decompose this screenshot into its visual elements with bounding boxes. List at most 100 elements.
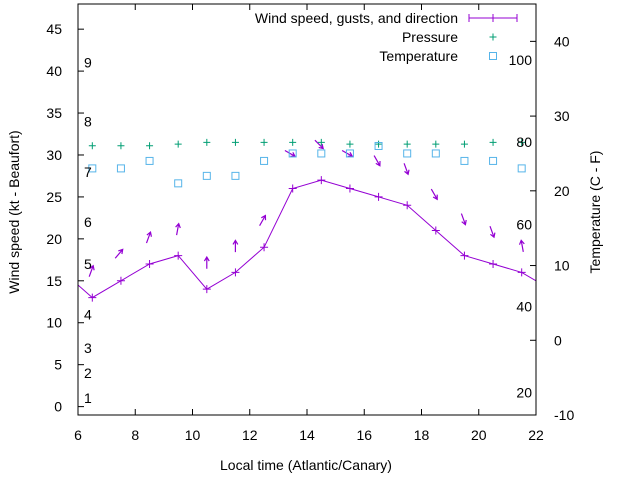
pressure-point — [289, 138, 297, 146]
temperature-point — [345, 149, 354, 158]
wind-gust-arrow — [403, 163, 410, 176]
pressure-point — [174, 140, 182, 148]
pressure-point — [317, 138, 325, 146]
pressure-point — [203, 138, 211, 146]
legend-swatch-pressure — [489, 33, 497, 41]
temperature-point — [116, 164, 125, 173]
beaufort-label: 9 — [84, 55, 92, 71]
beaufort-label: 6 — [84, 214, 92, 230]
pressure-point — [460, 140, 468, 148]
y2-tick-label: 40 — [554, 33, 570, 49]
wind-gust-arrow — [203, 255, 210, 269]
pressure-point — [346, 140, 354, 148]
beaufort-label: 4 — [84, 306, 92, 322]
y2-tick-label: 30 — [554, 108, 570, 124]
beaufort-label: 8 — [84, 113, 92, 129]
fahrenheit-label: 20 — [516, 385, 532, 401]
y-tick-label: 15 — [46, 273, 62, 289]
wind-speed-point — [231, 268, 240, 277]
x-tick-label: 10 — [185, 427, 201, 443]
temperature-point — [431, 149, 440, 158]
wind-gust-arrow — [114, 248, 124, 259]
beaufort-label: 2 — [84, 365, 92, 381]
x-tick-label: 22 — [528, 427, 544, 443]
pressure-point — [146, 142, 154, 150]
fahrenheit-label: 100 — [509, 52, 533, 68]
wind-speed-point — [460, 251, 469, 260]
y-tick-label: 10 — [46, 315, 62, 331]
y-tick-label: 30 — [46, 147, 62, 163]
pressure-point — [432, 140, 440, 148]
wind-speed-point — [345, 184, 354, 193]
wind-speed-line — [78, 179, 536, 299]
pressure-point — [489, 138, 497, 146]
pressure-point — [88, 142, 96, 150]
fahrenheit-label: 60 — [516, 216, 532, 232]
y2-tick-label: 20 — [554, 183, 570, 199]
wind-gust-arrow — [259, 214, 267, 226]
temperature-point — [460, 156, 469, 165]
wind-gust-arrow — [88, 264, 95, 277]
wind-gust-arrow — [460, 213, 467, 226]
wind-speed-point — [317, 176, 326, 185]
x-axis-label: Local time (Atlantic/Canary) — [220, 457, 392, 473]
wind-gust-arrow — [489, 225, 496, 239]
pressure-point — [231, 138, 239, 146]
temperature-point — [374, 141, 383, 150]
wind-speed-point — [288, 184, 297, 193]
y-tick-label: 45 — [46, 21, 62, 37]
wind-gust-arrow — [373, 155, 381, 167]
wind-speed-point — [174, 251, 183, 260]
wind-speed-point — [403, 201, 412, 210]
wind-gust-arrow — [341, 149, 354, 157]
x-tick-label: 20 — [471, 427, 487, 443]
pressure-point — [518, 138, 526, 146]
axes-layer: 6 8 10 12 14 16 18 20 22051015202530354045-10010… — [46, 4, 574, 443]
wind-speed-point — [116, 276, 125, 285]
y-tick-label: 5 — [54, 357, 62, 373]
y2-tick-label: -10 — [554, 407, 574, 423]
temperature-point — [231, 171, 240, 180]
wind-speed-point — [145, 260, 154, 269]
fahrenheit-label: 80 — [516, 134, 532, 150]
x-tick-label: 16 — [356, 427, 372, 443]
y-tick-label: 35 — [46, 105, 62, 121]
legend: Wind speed, gusts, and direction Pressure… — [255, 10, 518, 64]
wind-gust-arrow — [145, 230, 152, 244]
series-layer — [78, 138, 536, 302]
temperature-point — [288, 149, 297, 158]
wind-speed-point — [489, 260, 498, 269]
x-tick-label: 6 — [74, 427, 82, 443]
beaufort-label: 7 — [84, 164, 92, 180]
pressure-point — [117, 142, 125, 150]
beaufort-label: 3 — [84, 340, 92, 356]
temperature-point — [489, 156, 498, 165]
wind-speed-point — [260, 243, 269, 252]
x-tick-label: 8 — [131, 427, 139, 443]
y-tick-label: 40 — [46, 63, 62, 79]
y-axis-label-left: Wind speed (kt - Beaufort) — [6, 130, 22, 293]
x-tick-label: 12 — [242, 427, 258, 443]
wind-speed-point — [374, 192, 383, 201]
y2-tick-label: 10 — [554, 258, 570, 274]
temperature-point — [202, 171, 211, 180]
x-tick-label: 18 — [414, 427, 430, 443]
beaufort-label: 5 — [84, 256, 92, 272]
legend-label-pressure: Pressure — [402, 29, 458, 45]
wind-gust-arrow — [175, 222, 181, 236]
wind-gust-arrow — [232, 239, 239, 253]
y-axis-label-right: Temperature (C - F) — [587, 151, 603, 274]
legend-label-temperature: Temperature — [379, 48, 458, 64]
temperature-point — [260, 156, 269, 165]
beaufort-label: 1 — [84, 390, 92, 406]
y-tick-label: 25 — [46, 189, 62, 205]
temperature-point — [317, 149, 326, 158]
y-tick-label: 0 — [54, 399, 62, 415]
y2-tick-label: 0 — [554, 332, 562, 348]
wind-speed-point — [202, 285, 211, 294]
temperature-point — [517, 164, 526, 173]
legend-label-wind: Wind speed, gusts, and direction — [255, 10, 458, 26]
